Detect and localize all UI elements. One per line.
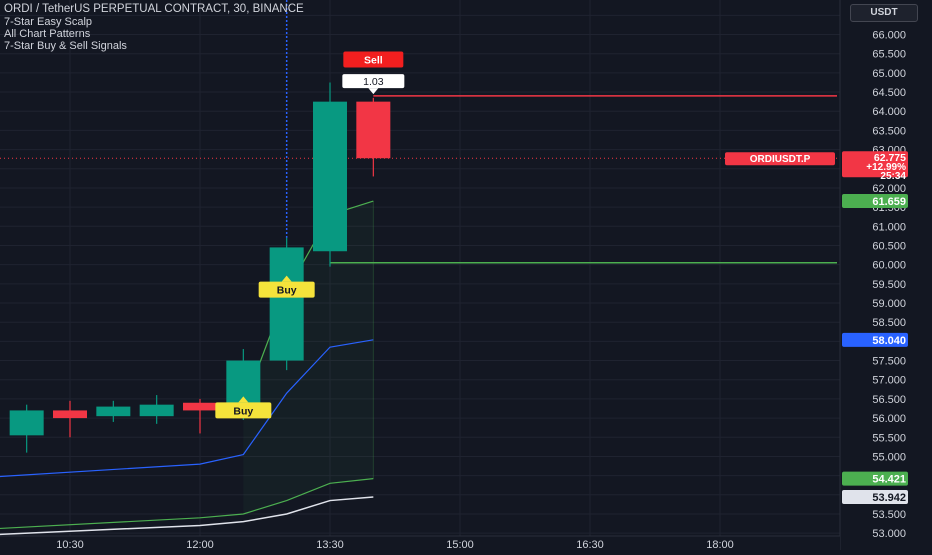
current-price-box	[842, 151, 908, 178]
symbol-tag: ORDIUSDT.P	[750, 154, 811, 165]
series-green-lower	[0, 478, 374, 530]
y-tick-1: 53.500	[872, 509, 906, 521]
signal-value-box: 1.03	[342, 74, 405, 95]
price-label-box-0	[842, 194, 908, 209]
grid-lines	[0, 0, 840, 536]
y-tick-4: 55.000	[872, 451, 906, 463]
signal-arrow	[238, 396, 249, 403]
indicator-1[interactable]: 7-Star Easy Scalp	[4, 16, 93, 28]
x-tick-3: 15:00	[446, 539, 474, 550]
series-green-upper	[242, 200, 374, 407]
price-label-box-3	[842, 490, 908, 505]
y-tick-25: 65.500	[872, 49, 906, 61]
symbol-tag-box	[725, 152, 835, 166]
time-axis-bg	[0, 536, 840, 550]
indicator-2[interactable]: All Chart Patterns	[4, 28, 91, 40]
price-labels: 61.659 58.040 54.421 53.942 62.775+12.99%25:…	[725, 151, 908, 505]
price-axis-bg	[840, 0, 932, 550]
price-axis: 53.00053.50054.00054.50055.00055.50056.0…	[839, 0, 932, 550]
current-price-value: 62.775	[874, 152, 906, 164]
indicator-3[interactable]: 7-Star Buy & Sell Signals	[4, 40, 127, 52]
candle-body-1	[53, 410, 87, 419]
y-tick-26: 66.000	[872, 30, 906, 42]
value-box-arrow	[368, 88, 379, 95]
candle-body-8	[356, 101, 391, 159]
signal-box	[215, 402, 272, 419]
series-blue	[0, 339, 374, 478]
candle-body-4	[183, 402, 217, 411]
series-white	[0, 496, 374, 536]
price-label-2: 54.421	[872, 474, 906, 486]
y-tick-11: 58.500	[872, 317, 906, 329]
candles	[9, 82, 391, 453]
x-tick-2: 13:30	[316, 539, 344, 550]
signal-sell-2: Sell	[343, 51, 404, 68]
y-tick-7: 56.500	[872, 394, 906, 406]
candle-body-7	[313, 101, 347, 252]
green-band-fill	[243, 201, 374, 514]
time-axis: 10:30 12:00 13:30 15:00 16:30 18:00	[0, 535, 840, 551]
y-tick-23: 64.500	[872, 87, 906, 99]
candle-body-2	[96, 406, 131, 417]
x-tick-1: 12:00	[186, 539, 214, 550]
indicator-lines	[0, 200, 374, 536]
signal-arrow	[281, 275, 292, 282]
y-tick-18: 62.000	[872, 183, 906, 195]
y-tick-9: 57.500	[872, 356, 906, 368]
price-label-0: 61.659	[872, 196, 906, 208]
current-price-change: +12.99%	[866, 162, 906, 173]
y-tick-16: 61.000	[872, 221, 906, 233]
horizontal-lines	[0, 0, 840, 264]
y-tick-12: 59.000	[872, 298, 906, 310]
y-tick-14: 60.000	[872, 260, 906, 272]
signal-text: Sell	[364, 54, 383, 66]
signal-buy-0: Buy	[215, 396, 272, 419]
y-tick-13: 59.500	[872, 279, 906, 291]
signal-buy-1: Buy	[258, 275, 315, 298]
signals: Buy Buy Sell 1.03	[215, 51, 405, 419]
price-label-box-1	[842, 332, 908, 347]
y-tick-6: 56.000	[872, 413, 906, 425]
candle-body-3	[139, 404, 174, 417]
y-tick-0: 53.000	[872, 528, 906, 540]
current-price-countdown: 25:34	[880, 171, 906, 182]
signal-box	[258, 281, 315, 298]
price-label-box-2	[842, 471, 908, 486]
signal-text: Buy	[233, 405, 253, 417]
y-tick-8: 57.000	[872, 375, 906, 387]
value-box-bg	[342, 74, 405, 89]
y-tick-22: 64.000	[872, 106, 906, 118]
candle-body-0	[9, 410, 44, 436]
currency-button[interactable]: USDT	[850, 4, 918, 22]
signal-box	[343, 51, 404, 68]
signal-text: Buy	[277, 285, 297, 297]
x-tick-5: 18:00	[706, 539, 734, 550]
price-label-3: 53.942	[872, 492, 906, 504]
chart-title[interactable]: ORDI / TetherUS PERPETUAL CONTRACT, 30, …	[4, 3, 304, 15]
band-fills	[243, 201, 374, 514]
price-label-1: 58.040	[872, 335, 906, 347]
y-tick-5: 55.500	[872, 432, 906, 444]
y-tick-21: 63.500	[872, 125, 906, 137]
y-tick-24: 65.000	[872, 68, 906, 80]
y-tick-15: 60.500	[872, 240, 906, 252]
x-tick-0: 10:30	[56, 539, 84, 550]
x-tick-4: 16:30	[576, 539, 604, 550]
value-box-text: 1.03	[363, 76, 384, 88]
candle-body-6	[269, 247, 304, 361]
